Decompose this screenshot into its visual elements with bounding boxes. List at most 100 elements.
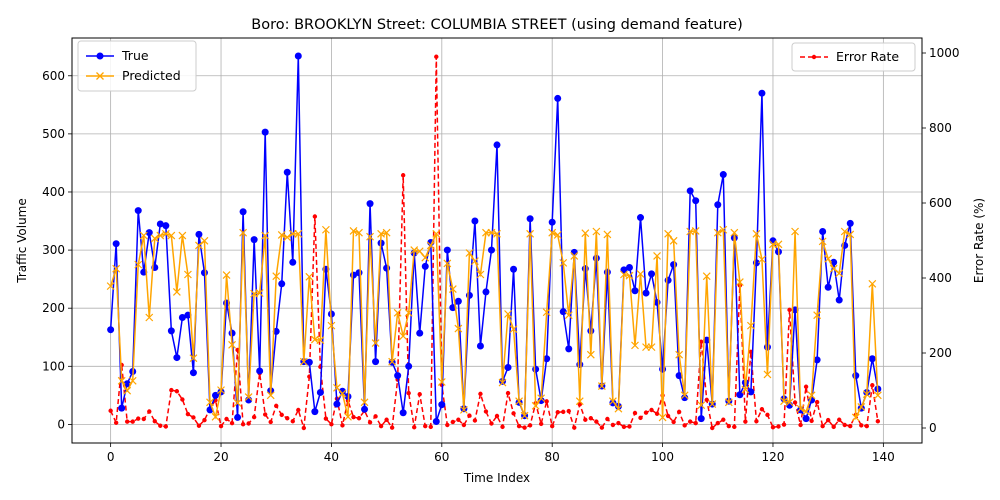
point-error-rate bbox=[825, 417, 831, 423]
point-predicted bbox=[421, 253, 430, 262]
point-true bbox=[846, 219, 854, 227]
x-axis-title: Time Index bbox=[463, 471, 530, 485]
series-true bbox=[107, 52, 882, 426]
y2-tick-label: 400 bbox=[929, 271, 952, 285]
point-true bbox=[802, 415, 810, 423]
point-true bbox=[625, 264, 633, 272]
y2-tick-label: 200 bbox=[929, 346, 952, 360]
point-predicted bbox=[156, 231, 165, 240]
point-error-rate bbox=[467, 413, 472, 418]
point-predicted bbox=[586, 350, 595, 359]
point-predicted bbox=[857, 403, 866, 411]
point-predicted bbox=[504, 310, 512, 318]
point-true bbox=[162, 222, 170, 230]
point-true bbox=[107, 326, 115, 334]
point-true bbox=[134, 207, 142, 215]
point-true bbox=[620, 266, 628, 274]
point-predicted bbox=[658, 413, 667, 422]
point-predicted bbox=[443, 259, 452, 268]
point-true bbox=[145, 229, 153, 237]
y-tick-label: 300 bbox=[42, 243, 65, 257]
point-true bbox=[421, 262, 429, 270]
x-tick-label: 140 bbox=[872, 450, 895, 464]
point-error-rate bbox=[351, 414, 356, 420]
point-true bbox=[648, 270, 656, 278]
point-predicted bbox=[818, 237, 827, 246]
point-predicted bbox=[217, 386, 225, 395]
point-error-rate bbox=[676, 409, 682, 415]
legend-predicted-marker bbox=[96, 72, 104, 80]
point-error-rate bbox=[682, 423, 687, 428]
point-predicted bbox=[448, 285, 457, 293]
point-predicted bbox=[167, 231, 176, 240]
point-predicted bbox=[835, 269, 844, 278]
point-true bbox=[747, 388, 755, 396]
point-predicted bbox=[713, 228, 722, 237]
point-predicted bbox=[294, 229, 303, 238]
point-predicted bbox=[774, 240, 783, 249]
point-error-rate bbox=[229, 420, 235, 426]
point-predicted bbox=[608, 397, 617, 406]
point-error-rate bbox=[389, 425, 395, 430]
point-error-rate bbox=[406, 390, 411, 396]
point-error-rate bbox=[572, 425, 577, 430]
point-predicted bbox=[123, 386, 132, 395]
point-true bbox=[487, 246, 495, 254]
point-predicted bbox=[752, 229, 761, 238]
point-true bbox=[383, 264, 391, 272]
point-true bbox=[763, 343, 771, 351]
point-predicted bbox=[746, 321, 755, 330]
point-predicted bbox=[117, 376, 126, 385]
point-error-rate bbox=[726, 423, 732, 429]
point-error-rate bbox=[450, 419, 456, 425]
point-error-rate bbox=[627, 424, 632, 429]
point-predicted bbox=[680, 391, 689, 400]
point-error-rate bbox=[594, 419, 599, 424]
point-predicted bbox=[719, 225, 728, 234]
point-predicted bbox=[553, 231, 562, 239]
point-true bbox=[719, 171, 727, 179]
point-predicted bbox=[851, 413, 860, 422]
point-error-rate bbox=[373, 414, 378, 419]
legend-error-marker bbox=[811, 54, 817, 60]
point-predicted bbox=[272, 272, 281, 281]
point-error-rate bbox=[268, 419, 273, 425]
point-predicted bbox=[829, 264, 838, 273]
point-error-rate bbox=[715, 420, 720, 426]
point-predicted bbox=[758, 255, 766, 264]
point-true bbox=[819, 227, 827, 235]
x-tick-label: 120 bbox=[762, 450, 785, 464]
point-error-rate bbox=[511, 411, 516, 416]
point-true bbox=[443, 246, 451, 254]
point-error-rate bbox=[798, 422, 803, 428]
point-predicted bbox=[526, 229, 535, 238]
point-error-rate bbox=[870, 383, 875, 388]
point-true bbox=[118, 404, 126, 412]
point-error-rate bbox=[643, 410, 649, 415]
point-true bbox=[813, 356, 821, 364]
point-predicted bbox=[824, 254, 833, 263]
series-error-rate bbox=[108, 54, 881, 431]
point-error-rate bbox=[859, 423, 864, 428]
series-line-predicted bbox=[109, 228, 879, 421]
point-error-rate bbox=[765, 412, 770, 418]
point-predicted bbox=[575, 397, 584, 406]
point-true bbox=[212, 391, 220, 399]
point-true bbox=[565, 345, 573, 353]
point-predicted bbox=[239, 228, 248, 237]
point-error-rate bbox=[163, 424, 169, 429]
point-predicted bbox=[244, 393, 253, 402]
point-predicted bbox=[868, 279, 877, 288]
point-predicted bbox=[730, 228, 739, 237]
point-true bbox=[697, 415, 705, 423]
point-error-rate bbox=[654, 411, 660, 416]
point-error-rate bbox=[434, 54, 439, 59]
point-error-rate bbox=[699, 339, 704, 344]
point-error-rate bbox=[489, 421, 494, 426]
y-tick-label: 0 bbox=[57, 417, 65, 431]
y-axis-title: Traffic Volume bbox=[15, 198, 29, 284]
point-predicted bbox=[631, 341, 639, 350]
point-true bbox=[156, 220, 164, 228]
point-predicted bbox=[702, 272, 711, 281]
point-error-rate bbox=[196, 423, 202, 428]
